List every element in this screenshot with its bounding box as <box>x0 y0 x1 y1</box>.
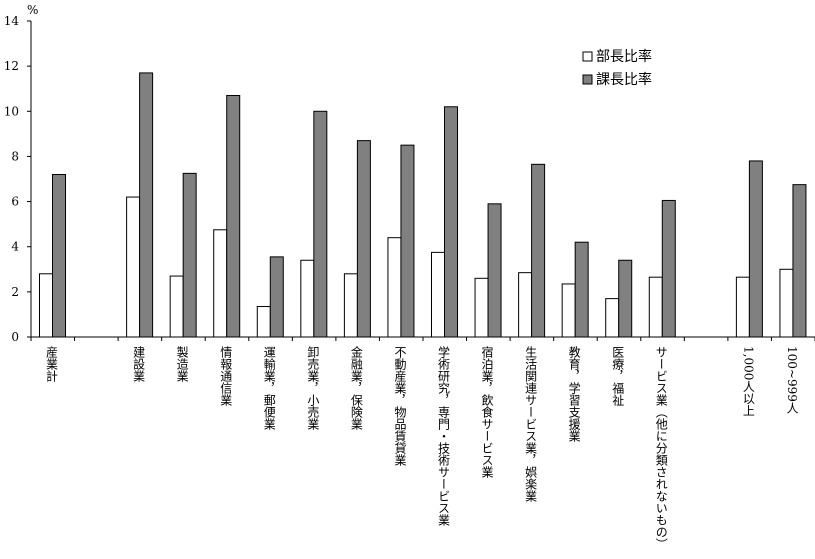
bar-buchou <box>561 283 576 338</box>
bar-buchou <box>169 275 184 338</box>
bar-buchou <box>300 259 315 338</box>
bar-kachou <box>313 110 328 338</box>
bar-kachou <box>748 160 763 338</box>
x-category-label: 100~999人 <box>785 346 799 414</box>
bar-buchou <box>343 273 358 338</box>
bar-kachou <box>182 172 197 338</box>
y-tick-label: 0 <box>11 330 19 344</box>
bar-buchou <box>648 276 663 338</box>
bar-kachou <box>574 241 589 338</box>
legend-swatch <box>582 51 593 62</box>
bar-buchou <box>256 306 271 338</box>
bar-buchou <box>213 229 228 338</box>
y-tick-label: 6 <box>11 195 19 209</box>
x-category-label: 生活関連サービス業，娯楽業 <box>524 346 538 502</box>
legend-swatch <box>582 74 593 85</box>
bar-buchou <box>605 298 620 338</box>
x-category-label: 運輸業，郵便業 <box>262 346 276 430</box>
bar-kachou <box>269 256 284 338</box>
legend-label: 部長比率 <box>596 48 652 65</box>
x-category-label: 金融業，保険業 <box>349 345 363 430</box>
bar-buchou <box>518 272 533 338</box>
bar-kachou <box>356 140 371 338</box>
x-category-label: 情報通信業 <box>219 346 233 406</box>
bar-kachou <box>52 173 66 338</box>
x-category-label: 製造業 <box>175 346 189 382</box>
bar-kachou <box>792 184 807 338</box>
x-category-label: 卸売業，小売業 <box>306 345 320 430</box>
bar-buchou <box>779 268 794 338</box>
x-category-label: 宿泊業，飲食サービス業 <box>480 345 494 478</box>
y-tick-label: 12 <box>4 59 19 73</box>
bar-buchou <box>735 276 750 338</box>
bar-kachou <box>618 259 633 338</box>
legend-label: 課長比率 <box>596 71 652 88</box>
bar-kachou <box>400 144 415 338</box>
bar-buchou <box>387 237 402 338</box>
y-tick-label: 8 <box>11 149 19 163</box>
x-category-label: 1,000人以上 <box>741 346 755 416</box>
bar-buchou <box>126 196 141 338</box>
x-category-label: 教育，学習支援業 <box>567 345 581 442</box>
y-tick-label: 10 <box>4 104 19 118</box>
bar-buchou <box>474 277 489 338</box>
x-category-label: 不動産業，物品賃貸業 <box>393 346 407 466</box>
bar-kachou <box>139 72 154 338</box>
x-category-label: サービス業（他に分類されないもの） <box>654 346 668 550</box>
x-category-label: 産業計 <box>45 345 59 382</box>
y-axis-unit: % <box>27 3 38 17</box>
y-tick-label: 4 <box>11 240 19 254</box>
bar-kachou <box>661 199 676 338</box>
bar-buchou <box>431 251 445 338</box>
x-category-label: 建設業 <box>132 346 146 382</box>
bar-kachou <box>444 106 458 338</box>
bar-kachou <box>487 203 502 338</box>
y-tick-label: 2 <box>11 285 19 299</box>
bar-buchou <box>39 273 53 338</box>
bar-kachou <box>531 163 546 338</box>
x-category-label: 医療，福祉 <box>611 346 625 407</box>
y-tick-label: 14 <box>4 14 20 28</box>
x-category-label: 学術研究，専門・技術サービス業 <box>437 345 451 526</box>
bar-kachou <box>226 94 241 338</box>
